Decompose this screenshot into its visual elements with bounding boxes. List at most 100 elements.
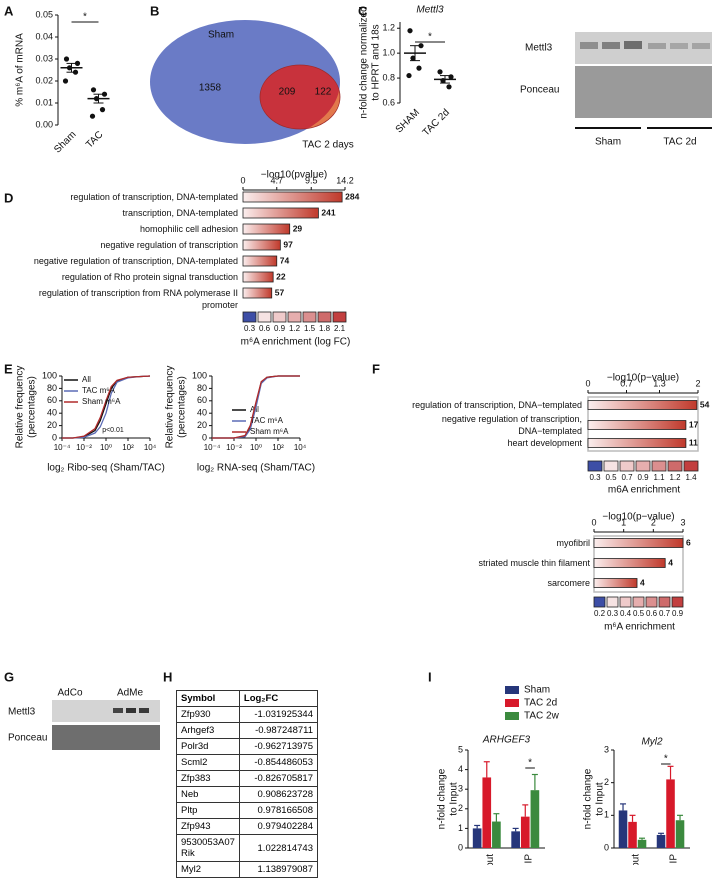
y-axis-label: Relative frequency (15, 366, 26, 449)
data-point (437, 69, 443, 75)
x-tick-label: 10² (272, 443, 284, 452)
blot-image (52, 700, 160, 722)
bar-count-label: 54 (700, 399, 710, 409)
panel-letter: B (150, 3, 159, 18)
x-tick-label: 0 (585, 378, 590, 388)
y-tick-label: 100 (42, 370, 57, 380)
x-tick-label: 10⁻⁴ (54, 443, 71, 452)
y-axis-label: n-fold change (437, 768, 448, 829)
colorscale-swatch (619, 460, 635, 472)
table-row: Arhgef3 -0.987248711 (176, 722, 319, 739)
colorscale-label: 0.6 (259, 324, 271, 333)
y-axis-label: (percentages) (27, 376, 38, 438)
colorscale-label: 1.8 (319, 324, 331, 333)
colorscale-swatch (257, 311, 272, 323)
legend-label: TAC 2w (524, 711, 560, 722)
chart-title: Myl2 (641, 737, 663, 748)
colorscale-swatch (272, 311, 287, 323)
y-tick-label: 0.6 (382, 97, 395, 107)
table-header-row: Symbol Log₂FC (176, 690, 319, 707)
data-point (90, 87, 97, 93)
y-tick-label: 60 (197, 395, 207, 405)
colorscale-label: 0.9 (672, 609, 684, 618)
significance-label: * (428, 32, 432, 43)
colorscale-label: 2.1 (334, 324, 346, 333)
data-point (74, 60, 81, 66)
table-cell: -0.962713975 (238, 738, 319, 755)
x-axis-label: log₂ RNA-seq (Sham/TAC) (197, 463, 315, 474)
table-cell: 0.978166508 (238, 802, 319, 819)
data-point (416, 65, 422, 71)
colorscale-swatch (635, 460, 651, 472)
data-point (407, 28, 413, 34)
legend-label: TAC 2d (524, 698, 557, 709)
bar-count-label: 22 (276, 271, 286, 281)
x-tick-label: IP (669, 854, 680, 864)
panel-letter: G (4, 669, 14, 684)
y-axis-label: n-fold change normalized (359, 6, 370, 118)
colorscale-swatch (242, 311, 257, 323)
y-tick-label: 0.01 (35, 97, 53, 107)
bar (242, 239, 281, 251)
colorscale-label: 0.4 (620, 609, 632, 618)
y-tick-label: 20 (47, 420, 57, 430)
bar-count-label: 4 (640, 577, 645, 587)
table-cell: 0.908623728 (238, 786, 319, 803)
x-tick-label: 2 (695, 378, 700, 388)
data-point (446, 84, 452, 90)
panel-letter: A (4, 3, 14, 18)
y-tick-label: 80 (47, 383, 57, 393)
x-tick-label: SHAM (394, 107, 422, 135)
bar-count-label: 74 (280, 255, 290, 265)
legend-swatch (505, 712, 519, 720)
legend-label: TAC m⁶A (250, 416, 284, 425)
panel-letter: H (163, 669, 172, 684)
table-cell: Zfp383 (176, 770, 240, 787)
colorscale-label: 0.5 (633, 609, 645, 618)
significance-label: * (664, 754, 668, 765)
x-tick-label: 2 (651, 517, 656, 527)
legend-swatch (505, 699, 519, 707)
colorscale-swatch (671, 596, 684, 608)
colorscale-swatch (606, 596, 619, 608)
x-tick-label: 1 (621, 517, 626, 527)
data-point (101, 91, 108, 97)
y-tick-label: 1.2 (382, 23, 395, 33)
bar (492, 821, 501, 848)
y-tick-label: 3 (458, 784, 463, 794)
x-tick-label: 0 (240, 175, 245, 185)
significance-label: * (83, 12, 87, 23)
y-tick-label: 0.05 (35, 9, 53, 19)
blot-band (692, 43, 710, 49)
table-cell: Scml2 (176, 754, 240, 771)
x-tick-label: 4.7 (271, 175, 284, 185)
y-tick-label: 3 (604, 744, 609, 754)
panel-letter: D (4, 190, 13, 205)
y-axis-label: to Input (449, 782, 460, 816)
colorscale-label: 0.3 (244, 324, 256, 333)
gene-table: Symbol Log₂FC Zfp930 -1.031925344 Arhgef3 -0.… (176, 690, 319, 878)
y-tick-label: 0 (52, 432, 57, 442)
colorscale-label: 0.7 (659, 609, 671, 618)
table-cell: 9530053A07 Rik (176, 834, 240, 862)
y-tick-label: 0 (604, 842, 609, 852)
y-tick-label: 0.00 (35, 119, 53, 129)
y-tick-label: 0.04 (35, 31, 53, 41)
colorscale-label: 0.2 (594, 609, 606, 618)
blot-label: Ponceau (520, 85, 559, 96)
blot-band (624, 41, 642, 49)
blot-image (575, 66, 712, 118)
x-tick-label: Sham (52, 129, 78, 155)
group-label: TAC 2d (663, 137, 696, 148)
blot-label: Mettl3 (525, 43, 553, 54)
colorscale-label: 1.2 (289, 324, 301, 333)
venn-count: 209 (279, 87, 296, 98)
y-tick-label: 4 (458, 764, 463, 774)
chart-title: Mettl3 (416, 5, 444, 16)
y-tick-label: 1 (458, 823, 463, 833)
y-tick-label: 0 (458, 842, 463, 852)
data-point (418, 43, 424, 49)
colorscale-swatch (593, 596, 606, 608)
